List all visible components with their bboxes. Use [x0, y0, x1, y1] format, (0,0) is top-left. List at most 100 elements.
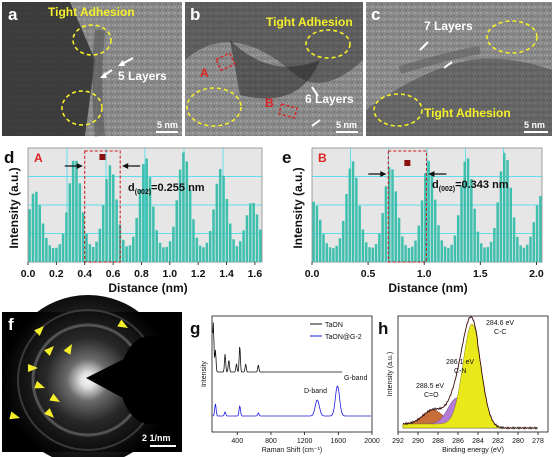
panel-letter-c: c: [371, 5, 380, 24]
x-axis-label-e: Distance (nm): [388, 281, 467, 295]
tick-label: 280: [512, 438, 524, 445]
adhesion-ellipse: [373, 93, 423, 127]
tick-label: 1200: [297, 438, 313, 445]
intensity-bar: [387, 167, 391, 262]
intensity-bar: [85, 233, 88, 262]
tag-b: B: [318, 151, 327, 165]
x-axis-label-g: Raman Shift (cm⁻¹): [262, 447, 322, 454]
x-ticks-e: 0.0 0.5 1.0 1.5 2.0: [305, 262, 544, 280]
intensity-bar: [205, 242, 209, 262]
intensity-bar: [345, 193, 348, 262]
intensity-bar: [71, 160, 75, 262]
y-axis-label-h: Intensity (a.u.): [387, 352, 394, 396]
intensity-bar: [28, 209, 31, 262]
intensity-bar: [338, 238, 342, 262]
mark-b: B: [265, 96, 274, 110]
intensity-bar: [410, 246, 414, 262]
intensity-bar: [142, 164, 145, 262]
intensity-bar: [450, 244, 453, 262]
x-ticks-g: 400 800 1200 1600 2000: [231, 432, 380, 445]
tem-panel-c: c 7 Layers Tight Adhesion 5 nm: [366, 2, 552, 136]
intensity-bar: [420, 200, 424, 262]
plot-area-g: [211, 315, 373, 433]
tick-label: 278: [532, 438, 544, 445]
intensity-bar: [519, 245, 522, 262]
adhesion-ellipse: [61, 90, 103, 126]
intensity-bar: [525, 244, 529, 262]
intensity-bar: [381, 213, 384, 262]
intensity-bar: [358, 205, 361, 262]
intensity-bar: [361, 229, 365, 262]
intensity-bar: [132, 236, 135, 262]
intensity-bar: [364, 242, 368, 262]
tight-adhesion-label: Tight Adhesion: [424, 106, 511, 120]
period-marker: [404, 160, 411, 166]
peak-label-284: 284.6 eV: [486, 320, 514, 327]
intensity-bar: [394, 191, 398, 262]
tick-label: 0.5: [361, 268, 376, 280]
intensity-bar: [322, 234, 325, 262]
intensity-bar: [242, 230, 245, 262]
tick-label: 1600: [331, 438, 347, 445]
intensity-bar: [198, 245, 202, 262]
series-taon-g2: [212, 385, 371, 417]
legend-taon-g2: TaON@G-2: [325, 334, 362, 341]
intensity-bar: [55, 247, 58, 262]
y-axis-label-e: Intensity (a.u.): [291, 167, 305, 248]
intensity-bar: [407, 247, 411, 262]
area-series-d: [28, 152, 262, 262]
peak-label-cn: C-N: [454, 368, 466, 375]
intensity-bar: [368, 247, 371, 262]
panel-letter-h: h: [378, 319, 388, 338]
arrow-icon: [49, 393, 60, 402]
intensity-bar: [433, 199, 437, 262]
arrow-head: [76, 163, 83, 169]
tick-label: 1.5: [473, 268, 488, 280]
intensity-bar: [152, 206, 155, 262]
intensity-bar: [81, 212, 85, 262]
intensity-bar: [45, 237, 48, 262]
tick-label: 284: [472, 438, 484, 445]
profile-panel-d: d A d(002)=0.255 nm 0.0 0.2 0.4 0.6 0.8 1.0 1.…: [4, 147, 263, 295]
intensity-bar: [539, 196, 542, 262]
intensity-bar: [252, 203, 255, 262]
raman-panel-g: g TaON TaON@G-2 D-band G-band 400 800 1200…: [190, 315, 380, 454]
intensity-bar: [397, 217, 401, 262]
arrow-icon: [9, 411, 20, 420]
arrow-icon: [34, 326, 44, 336]
x-ticks-h: 292 290 288 286 284 282 280 278: [392, 432, 544, 445]
intensity-bar: [315, 205, 319, 262]
arrow-head: [428, 171, 435, 177]
intensity-bar: [222, 175, 225, 262]
intensity-bar: [404, 245, 407, 262]
area-series-e: [312, 152, 542, 262]
legend-taon: TaON: [325, 322, 343, 329]
intensity-bar: [172, 226, 175, 262]
intensity-bar: [65, 212, 68, 262]
intensity-bar: [259, 229, 262, 262]
intensity-bar: [202, 247, 205, 262]
intensity-bar: [437, 225, 440, 262]
panel-letter-d: d: [4, 148, 14, 167]
intensity-bar: [135, 217, 138, 262]
tick-label: 282: [492, 438, 504, 445]
x-axis-label-d: Distance (nm): [108, 281, 187, 295]
intensity-bar: [165, 246, 168, 262]
intensity-bar: [473, 208, 476, 262]
intensity-bar: [58, 244, 62, 262]
tick-label: 0.0: [21, 268, 36, 280]
intensity-bar: [48, 245, 51, 262]
series-taon: [212, 322, 343, 373]
intensity-bar: [371, 247, 375, 262]
intensity-bar: [138, 189, 142, 262]
tick-label: 290: [412, 438, 424, 445]
intensity-bar: [125, 246, 128, 262]
tick-label: 0.8: [134, 268, 149, 280]
intensity-bar: [249, 203, 252, 262]
intensity-bar: [195, 237, 199, 262]
arrow-icon: [44, 408, 54, 418]
intensity-bar: [374, 243, 378, 262]
tick-label: 1.4: [219, 268, 234, 280]
intensity-bar: [168, 241, 172, 262]
adhesion-ellipse: [305, 29, 351, 59]
